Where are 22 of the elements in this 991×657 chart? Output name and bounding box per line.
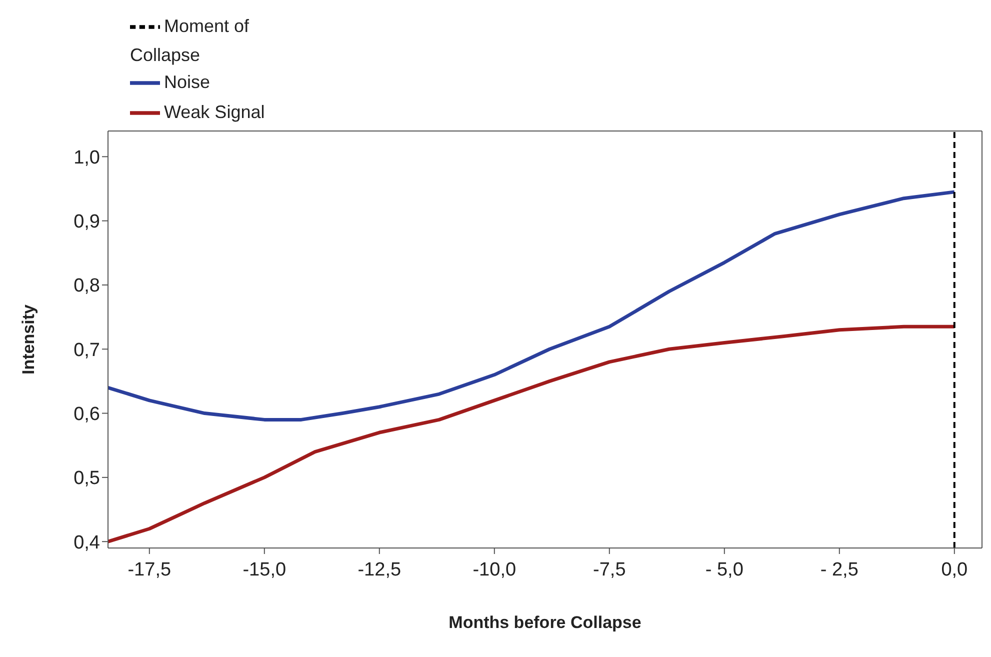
- y-tick-label: 0,9: [74, 212, 100, 233]
- x-tick-label: - 5,0: [705, 559, 744, 580]
- x-tick-label: - 2,5: [820, 559, 858, 580]
- x-tick-label: -12,5: [358, 559, 402, 580]
- x-axis-title: Months before Collapse: [448, 613, 642, 632]
- legend-label: Noise: [164, 72, 210, 92]
- y-tick-label: 0,8: [74, 276, 100, 297]
- legend-label: Moment of Collapse: [130, 16, 250, 65]
- x-tick-label: -15,0: [242, 559, 286, 580]
- line-series: [108, 190, 956, 422]
- y-tick-label: 0,4: [74, 532, 100, 554]
- y-tick-label: 1,0: [74, 147, 100, 168]
- y-tick-label: 0,5: [74, 468, 100, 490]
- y-tick-label: 0,7: [74, 340, 100, 361]
- x-tick-label: -10,0: [472, 559, 516, 580]
- x-tick-label: -17,5: [128, 559, 172, 580]
- x-tick-label: 0,0: [941, 559, 968, 580]
- y-axis-title: Intensity: [19, 304, 38, 374]
- line-series: [108, 324, 956, 544]
- x-tick-label: -7,5: [593, 559, 626, 580]
- legend-label: Weak Signal: [164, 102, 265, 122]
- y-tick-label: 0,6: [74, 404, 100, 426]
